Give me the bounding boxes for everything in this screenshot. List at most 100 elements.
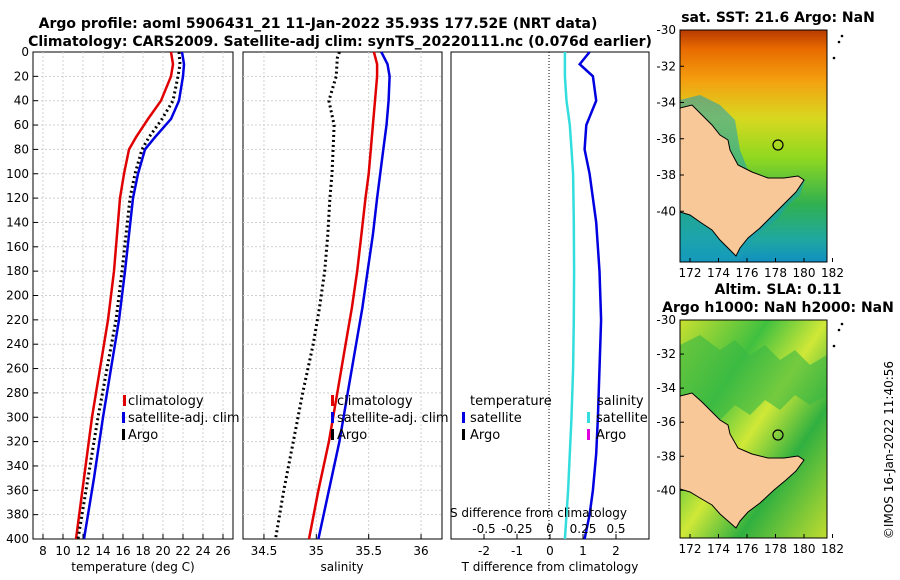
map1-lon-label-0: 172 bbox=[679, 542, 702, 556]
map0-lat-label-2: -34 bbox=[656, 96, 676, 110]
sst-land-north-island bbox=[679, 104, 805, 257]
difference-t-ticks: -2 -1 0 1 2 bbox=[478, 534, 620, 558]
main-title-line-1: Argo profile: aoml 5906431_21 11-Jan-202… bbox=[39, 16, 598, 32]
map1-lat-label-3: -36 bbox=[656, 415, 676, 429]
sst-lon-ticks: 172 174 176 178 180 182 bbox=[679, 258, 844, 280]
s-difference-label: S difference from climatology bbox=[450, 506, 627, 520]
legend-sal-satellite-label: satellite bbox=[596, 411, 648, 426]
difference-panel-frame bbox=[450, 51, 650, 540]
temp-xtick-label-0: 8 bbox=[39, 544, 47, 558]
legend-satellite-adj-label: satellite-adj. clim bbox=[128, 411, 240, 426]
s-diff-tick-label-0: -0.5 bbox=[472, 522, 495, 536]
map0-lat-label-4: -38 bbox=[656, 168, 676, 182]
map0-lon-label-0: 172 bbox=[679, 266, 702, 280]
temp-xtick-label-1: 10 bbox=[55, 544, 70, 558]
depth-tick-label-2: 40 bbox=[14, 94, 29, 108]
depth-tick-label-9: 180 bbox=[6, 264, 29, 278]
depth-tick-label-18: 360 bbox=[6, 483, 29, 497]
sst-map-panel: sat. SST: 21.6 Argo: NaN bbox=[656, 10, 874, 280]
sal-xtick-label-0: 34.5 bbox=[251, 544, 278, 558]
main-title-line-2: Climatology: CARS2009. Satellite-adj cli… bbox=[28, 34, 652, 50]
temp-line-satellite-adj-clim bbox=[82, 51, 186, 540]
legend-temp-argo-label: Argo bbox=[470, 428, 500, 443]
diff-xtick-label-1: -1 bbox=[511, 544, 523, 558]
depth-tick-label-17: 340 bbox=[6, 459, 29, 473]
diff-line-salinity-satellite bbox=[563, 52, 576, 540]
map0-lon-label-3: 178 bbox=[764, 266, 787, 280]
depth-tick-label-3: 60 bbox=[14, 118, 29, 132]
temp-xtick-label-8: 24 bbox=[195, 544, 210, 558]
s-diff-tick-label-4: 0.5 bbox=[606, 522, 625, 536]
map1-lon-label-3: 178 bbox=[764, 542, 787, 556]
temp-xtick-label-2: 12 bbox=[75, 544, 90, 558]
legend-satellite-adj-label-s: satellite-adj. clim bbox=[337, 411, 449, 426]
temp-line-argo bbox=[76, 51, 182, 540]
depth-tick-label-4: 80 bbox=[14, 142, 29, 156]
temperature-legend: climatology satellite-adj. clim Argo bbox=[122, 394, 240, 443]
temperature-y-ticks: 0 20 40 60 80 100 120 140 160 180 200 220 240 260 280 3… bbox=[6, 45, 38, 546]
map0-lat-label-3: -36 bbox=[656, 132, 676, 146]
sla-chatham-dots bbox=[832, 322, 844, 348]
depth-tick-label-7: 140 bbox=[6, 215, 29, 229]
legend-sal-argo-label: Argo bbox=[596, 428, 626, 443]
legend-swatch-climatology-s bbox=[331, 395, 334, 406]
sla-lat-ticks: -30 -32 -34 -36 -38 -40 bbox=[656, 313, 684, 497]
sla-profile-marker bbox=[772, 429, 784, 441]
temp-xtick-label-5: 18 bbox=[135, 544, 150, 558]
depth-tick-label-13: 260 bbox=[6, 362, 29, 376]
credit-stamp: ©IMOS 16-Jan-2022 11:40:56 bbox=[882, 361, 896, 539]
sla-lon-ticks: 172 174 176 178 180 182 bbox=[679, 534, 844, 556]
depth-tick-label-0: 0 bbox=[21, 45, 29, 59]
difference-panel: -2 -1 0 1 2 -0.5 -0.25 0 0.25 0.5 S difference f… bbox=[450, 51, 650, 574]
map1-lat-label-5: -40 bbox=[656, 483, 676, 497]
temperature-gridlines bbox=[33, 52, 233, 539]
legend-argo-label-s: Argo bbox=[337, 428, 367, 443]
sla-land-north-island bbox=[679, 392, 805, 529]
map0-lat-label-0: -30 bbox=[656, 23, 676, 37]
depth-tick-label-1: 20 bbox=[14, 69, 29, 83]
salinity-legend: climatology satellite-adj. clim Argo bbox=[331, 394, 449, 443]
map1-lat-label-1: -32 bbox=[656, 347, 676, 361]
depth-tick-label-16: 320 bbox=[6, 435, 29, 449]
depth-tick-label-5: 100 bbox=[6, 167, 29, 181]
sst-map-title: sat. SST: 21.6 Argo: NaN bbox=[681, 10, 875, 26]
temp-line-climatology bbox=[74, 51, 175, 540]
sst-chatham-dots bbox=[832, 34, 844, 60]
depth-tick-label-19: 380 bbox=[6, 508, 29, 522]
difference-s-ticks: -0.5 -0.25 0 0.25 0.5 bbox=[472, 522, 625, 536]
diff-xtick-label-4: 2 bbox=[612, 544, 620, 558]
depth-tick-label-10: 200 bbox=[6, 289, 29, 303]
legend-temperature-heading: temperature bbox=[470, 394, 552, 409]
sla-map-title-line-2: Argo h1000: NaN h2000: NaN bbox=[662, 300, 894, 316]
map0-lat-label-1: -32 bbox=[656, 59, 676, 73]
sal-line-argo bbox=[274, 51, 341, 540]
legend-swatch-sal-satellite bbox=[587, 412, 590, 423]
legend-argo-label: Argo bbox=[128, 428, 158, 443]
s-diff-tick-label-3: 0.25 bbox=[570, 522, 597, 536]
sal-xtick-label-3: 36 bbox=[413, 544, 428, 558]
temperature-x-ticks: 8 10 12 14 16 18 20 22 24 26 bbox=[39, 534, 231, 558]
temperature-x-label: temperature (deg C) bbox=[71, 560, 194, 574]
map0-lat-label-5: -40 bbox=[656, 204, 676, 218]
legend-climatology-label-s: climatology bbox=[337, 394, 413, 409]
legend-swatch-climatology bbox=[123, 395, 126, 406]
legend-swatch-argo-s bbox=[331, 429, 334, 440]
map1-lat-label-4: -38 bbox=[656, 449, 676, 463]
salinity-gridlines bbox=[243, 52, 442, 539]
legend-swatch-satellite-adj bbox=[122, 412, 125, 423]
sst-lat-ticks: -30 -32 -34 -36 -38 -40 bbox=[656, 23, 684, 218]
difference-series bbox=[563, 51, 603, 540]
sal-xtick-label-2: 35.5 bbox=[355, 544, 382, 558]
map1-lat-label-2: -34 bbox=[656, 381, 676, 395]
legend-swatch-temp-satellite bbox=[462, 412, 465, 423]
salinity-x-label: salinity bbox=[320, 560, 363, 574]
temperature-series bbox=[74, 51, 186, 540]
sla-map-frame bbox=[679, 319, 828, 539]
map0-lon-label-2: 176 bbox=[736, 266, 759, 280]
diff-line-temperature-satellite bbox=[577, 51, 603, 540]
s-diff-tick-label-2: 0 bbox=[546, 522, 554, 536]
legend-temp-satellite-label: satellite bbox=[470, 411, 522, 426]
temp-xtick-label-6: 20 bbox=[155, 544, 170, 558]
depth-tick-label-20: 400 bbox=[6, 532, 29, 546]
